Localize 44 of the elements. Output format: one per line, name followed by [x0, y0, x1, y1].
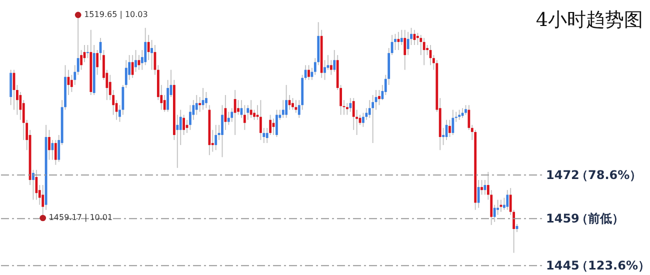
- candlestick: [349, 98, 352, 112]
- candlestick: [480, 179, 483, 196]
- candlestick: [378, 89, 380, 106]
- candlestick: [292, 98, 294, 110]
- candlestick: [276, 109, 278, 138]
- candlestick: [362, 112, 364, 128]
- candlestick: [406, 31, 410, 56]
- candlestick: [214, 124, 218, 151]
- candlestick: [448, 119, 451, 138]
- candlestick: [32, 169, 34, 200]
- annotation: 1519.65 | 10.03: [84, 10, 148, 19]
- candlestick: [54, 140, 57, 166]
- candlestick: [176, 114, 179, 168]
- candlestick: [250, 100, 252, 118]
- candlestick: [48, 129, 50, 160]
- candlestick: [259, 100, 262, 141]
- candlestick: [144, 27, 147, 66]
- candlestick: [442, 127, 445, 146]
- y-tick-label: 1445: [546, 258, 580, 273]
- candlestick: [234, 89, 236, 136]
- y-tick-label: 1472: [546, 168, 580, 182]
- candlestick: [198, 96, 202, 112]
- candlestick: [422, 37, 426, 66]
- candlestick: [205, 92, 208, 109]
- candlestick: [496, 199, 499, 216]
- candlestick: [285, 84, 288, 118]
- candlestick: [477, 179, 480, 208]
- candlestick: [452, 109, 454, 136]
- candlestick: [227, 111, 230, 126]
- annotation: 1459.17 | 10.01: [48, 213, 113, 222]
- candlestick: [333, 50, 336, 72]
- text: 4小时趋势图: [536, 9, 643, 31]
- candlestick: [394, 33, 396, 51]
- candlestick: [237, 100, 240, 116]
- candlestick: [493, 204, 496, 222]
- candlestick: [506, 190, 509, 210]
- candlestick: [458, 109, 461, 120]
- candlestick: [282, 100, 284, 118]
- candlestick: [308, 64, 310, 80]
- y-tick-label: 1459: [546, 212, 580, 226]
- candlestick: [294, 100, 298, 114]
- candlestick: [404, 29, 406, 70]
- candlestick: [182, 114, 186, 136]
- candlestick: [86, 44, 89, 59]
